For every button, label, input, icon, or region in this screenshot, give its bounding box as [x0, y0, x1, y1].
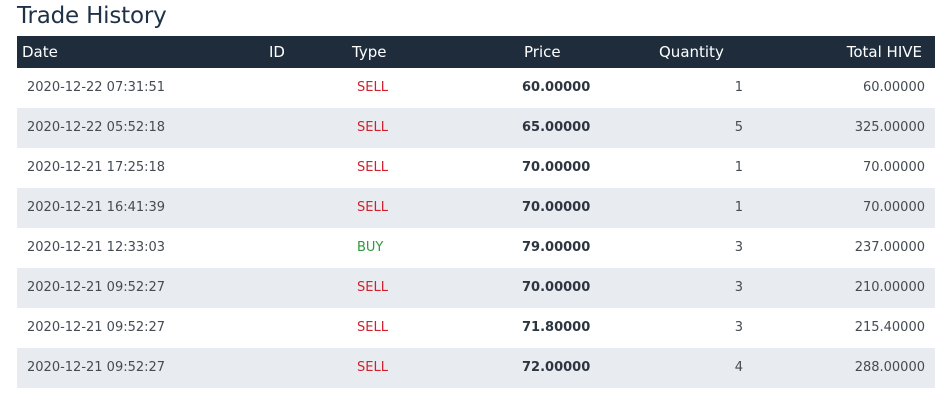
- cell-total-hive: 70.00000: [862, 160, 925, 175]
- cell-type: SELL: [357, 120, 388, 135]
- cell-type: SELL: [357, 280, 388, 295]
- cell-price: 79.00000: [522, 240, 591, 255]
- cell-date: 2020-12-21 16:41:39: [27, 200, 166, 215]
- cell-price: 60.00000: [522, 80, 591, 95]
- cell-type: SELL: [357, 160, 388, 175]
- table-header: Date ID Type Price Quantity Total HIVE: [17, 36, 935, 68]
- cell-quantity: 3: [734, 240, 743, 255]
- table-row: 2020-12-21 16:41:39 SELL 70.00000 1 70.0…: [17, 188, 935, 228]
- cell-total-hive: 325.00000: [854, 120, 925, 135]
- cell-total-hive: 70.00000: [862, 200, 925, 215]
- cell-date: 2020-12-22 07:31:51: [27, 80, 166, 95]
- cell-total-hive: 210.00000: [854, 280, 925, 295]
- column-header-quantity[interactable]: Quantity: [659, 43, 724, 61]
- cell-quantity: 1: [734, 80, 743, 95]
- cell-price: 70.00000: [522, 160, 591, 175]
- cell-date: 2020-12-21 12:33:03: [27, 240, 166, 255]
- table-row: 2020-12-22 07:31:51 SELL 60.00000 1 60.0…: [17, 68, 935, 108]
- cell-type: SELL: [357, 320, 388, 335]
- column-header-total-hive[interactable]: Total HIVE: [846, 43, 922, 61]
- cell-total-hive: 60.00000: [862, 80, 925, 95]
- cell-quantity: 3: [734, 280, 743, 295]
- cell-type: BUY: [357, 240, 384, 255]
- column-header-id[interactable]: ID: [269, 43, 285, 61]
- cell-total-hive: 237.00000: [854, 240, 925, 255]
- cell-price: 65.00000: [522, 120, 591, 135]
- column-header-price[interactable]: Price: [524, 43, 561, 61]
- table-row: 2020-12-21 17:25:18 SELL 70.00000 1 70.0…: [17, 148, 935, 188]
- cell-total-hive: 215.40000: [854, 320, 925, 335]
- cell-type: SELL: [357, 200, 388, 215]
- cell-type: SELL: [357, 80, 388, 95]
- cell-price: 71.80000: [522, 320, 591, 335]
- cell-date: 2020-12-21 17:25:18: [27, 160, 166, 175]
- table-row: 2020-12-21 09:52:27 SELL 70.00000 3 210.…: [17, 268, 935, 308]
- table-row: 2020-12-21 09:52:27 SELL 72.00000 4 288.…: [17, 348, 935, 388]
- cell-total-hive: 288.00000: [854, 360, 925, 375]
- cell-date: 2020-12-22 05:52:18: [27, 120, 166, 135]
- cell-quantity: 1: [734, 160, 743, 175]
- cell-quantity: 4: [734, 360, 743, 375]
- table-row: 2020-12-21 12:33:03 BUY 79.00000 3 237.0…: [17, 228, 935, 268]
- page-title: Trade History: [17, 3, 167, 29]
- trade-history-table: Date ID Type Price Quantity Total HIVE 2…: [17, 36, 935, 388]
- table-row: 2020-12-21 09:52:27 SELL 71.80000 3 215.…: [17, 308, 935, 348]
- cell-price: 72.00000: [522, 360, 591, 375]
- cell-type: SELL: [357, 360, 388, 375]
- column-header-date[interactable]: Date: [22, 43, 58, 61]
- cell-quantity: 5: [734, 120, 743, 135]
- column-header-type[interactable]: Type: [352, 43, 387, 61]
- cell-date: 2020-12-21 09:52:27: [27, 280, 166, 295]
- cell-quantity: 1: [734, 200, 743, 215]
- cell-quantity: 3: [734, 320, 743, 335]
- cell-price: 70.00000: [522, 280, 591, 295]
- cell-price: 70.00000: [522, 200, 591, 215]
- cell-date: 2020-12-21 09:52:27: [27, 360, 166, 375]
- table-row: 2020-12-22 05:52:18 SELL 65.00000 5 325.…: [17, 108, 935, 148]
- cell-date: 2020-12-21 09:52:27: [27, 320, 166, 335]
